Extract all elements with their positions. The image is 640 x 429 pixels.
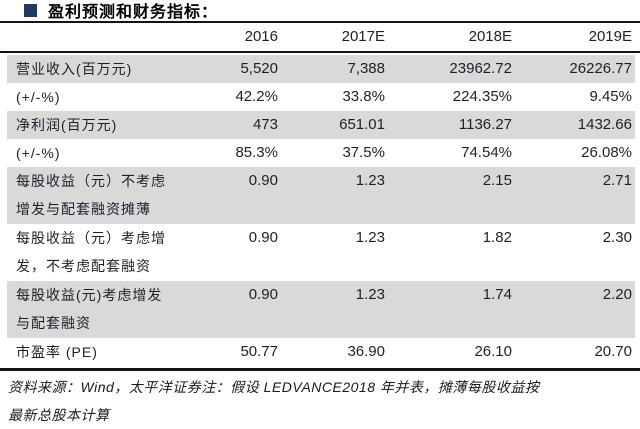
cell-2016: 0.90 <box>248 172 278 189</box>
cell-2019e: 2.20 <box>602 286 632 303</box>
cell-2018e: 1.82 <box>482 229 512 246</box>
row-label: (+/-%) <box>16 89 61 105</box>
cell-2019e: 9.45% <box>589 88 632 105</box>
cell-2016: 0.90 <box>248 286 278 303</box>
table-row-eps-issuance: 每股收益（元）考虑增 发，不考虑配套融资 0.90 1.23 1.82 2.30 <box>7 224 635 281</box>
square-bullet-icon <box>24 4 37 17</box>
cell-2019e: 1432.66 <box>577 116 632 133</box>
cell-2016: 50.77 <box>240 343 278 360</box>
cell-2019e: 2.71 <box>602 172 632 189</box>
table-header-row: 2016 2017E 2018E 2019E <box>0 23 640 53</box>
cell-2016: 85.3% <box>235 144 278 161</box>
cell-2018e: 2.15 <box>482 172 512 189</box>
row-label: 净利润(百万元) <box>16 117 118 133</box>
row-label: 每股收益（元）不考虑 增发与配套融资摊薄 <box>16 173 166 217</box>
cell-2016: 5,520 <box>240 60 278 77</box>
table-row-revenue-growth: (+/-%) 42.2% 33.8% 224.35% 9.45% <box>7 83 635 111</box>
cell-2017e: 1.23 <box>355 229 385 246</box>
cell-2017e: 1.23 <box>355 286 385 303</box>
cell-2017e: 36.90 <box>347 343 385 360</box>
cell-2018e: 23962.72 <box>449 60 512 77</box>
row-label: 每股收益（元）考虑增 发，不考虑配套融资 <box>16 230 166 274</box>
cell-2016: 0.90 <box>248 229 278 246</box>
row-label: (+/-%) <box>16 145 61 161</box>
row-label: 每股收益(元)考虑增发 与配套融资 <box>16 287 163 331</box>
cell-2017e: 1.23 <box>355 172 385 189</box>
table-row-pe: 市盈率 (PE) 50.77 36.90 26.10 20.70 <box>7 338 635 366</box>
table-body: 营业收入(百万元) 5,520 7,388 23962.72 26226.77 … <box>0 55 640 366</box>
table-row-eps-undiluted: 每股收益（元）不考虑 增发与配套融资摊薄 0.90 1.23 2.15 2.71 <box>7 167 635 224</box>
cell-2016: 42.2% <box>235 88 278 105</box>
cell-2018e: 1.74 <box>482 286 512 303</box>
cell-2019e: 20.70 <box>594 343 632 360</box>
table-row-eps-full-dilution: 每股收益(元)考虑增发 与配套融资 0.90 1.23 1.74 2.20 <box>7 281 635 338</box>
cell-2019e: 2.30 <box>602 229 632 246</box>
page-title: 盈利预测和财务指标： <box>48 3 219 21</box>
cell-2017e: 33.8% <box>342 88 385 105</box>
row-label: 市盈率 (PE) <box>16 344 98 360</box>
source-note-line2: 最新总股本计算 <box>8 407 110 423</box>
cell-2019e: 26226.77 <box>569 60 632 77</box>
table-row-profit-growth: (+/-%) 85.3% 37.5% 74.54% 26.08% <box>7 139 635 167</box>
column-header-2017e: 2017E <box>341 28 385 45</box>
column-header-2018e: 2018E <box>468 28 512 45</box>
section-title-bar: 盈利预测和财务指标： <box>0 0 640 23</box>
cell-2019e: 26.08% <box>581 144 632 161</box>
row-label: 营业收入(百万元) <box>16 61 133 77</box>
cell-2017e: 7,388 <box>347 60 385 77</box>
source-note: 资料来源：Wind，太平洋证券注：假设 LEDVANCE2018 年并表，摊薄每… <box>0 368 640 429</box>
cell-2016: 473 <box>252 116 278 133</box>
cell-2017e: 37.5% <box>342 144 385 161</box>
cell-2018e: 74.54% <box>461 144 512 161</box>
source-note-line1: 资料来源：Wind，太平洋证券注：假设 LEDVANCE2018 年并表，摊薄每… <box>8 379 540 395</box>
cell-2018e: 224.35% <box>452 88 512 105</box>
table-row-revenue: 营业收入(百万元) 5,520 7,388 23962.72 26226.77 <box>7 55 635 83</box>
column-header-2019e: 2019E <box>588 28 632 45</box>
cell-2017e: 651.01 <box>339 116 385 133</box>
table-row-net-profit: 净利润(百万元) 473 651.01 1136.27 1432.66 <box>7 111 635 139</box>
column-header-2016: 2016 <box>244 28 278 45</box>
cell-2018e: 26.10 <box>474 343 512 360</box>
cell-2018e: 1136.27 <box>458 116 512 133</box>
